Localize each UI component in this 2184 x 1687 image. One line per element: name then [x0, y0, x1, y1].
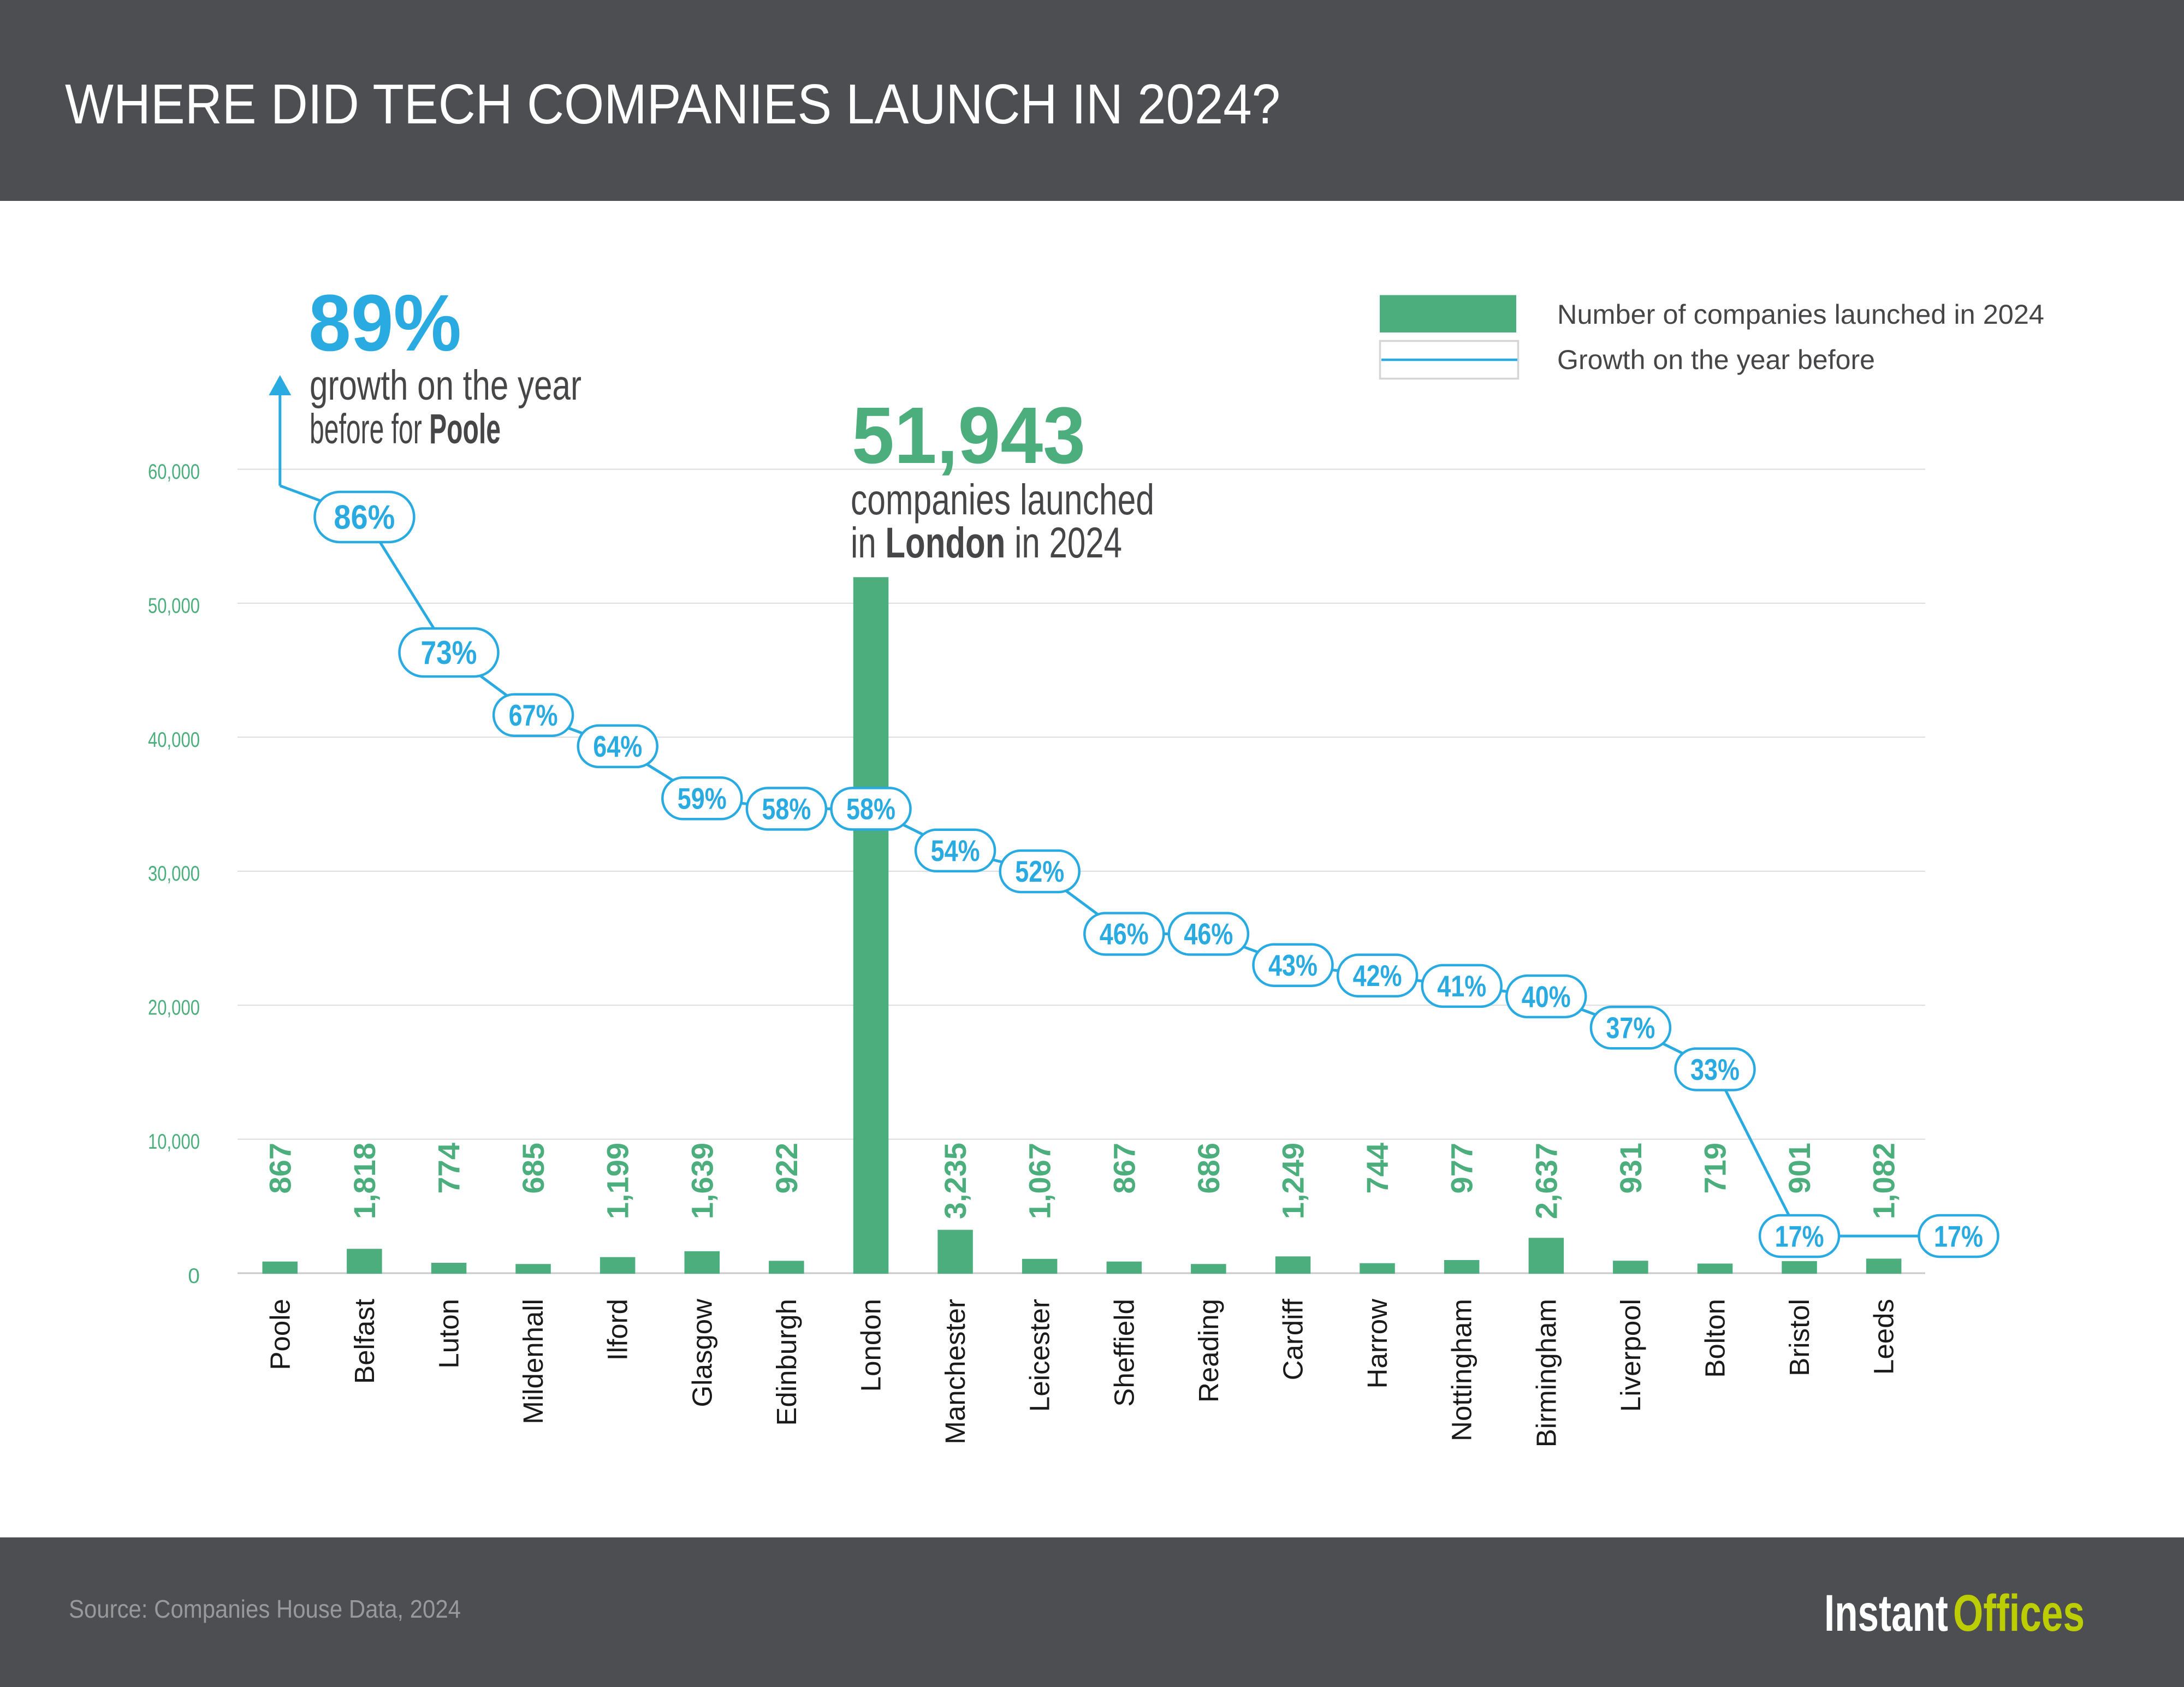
svg-text:41%: 41% [1437, 969, 1486, 1003]
svg-text:Mildenhall: Mildenhall [518, 1299, 549, 1424]
svg-text:Bolton: Bolton [1700, 1299, 1731, 1378]
svg-text:744: 744 [1360, 1143, 1394, 1193]
svg-text:40,000: 40,000 [148, 728, 200, 752]
svg-text:46%: 46% [1100, 917, 1149, 951]
svg-text:Harrow: Harrow [1362, 1299, 1393, 1389]
svg-text:20,000: 20,000 [148, 996, 200, 1020]
svg-text:1,067: 1,067 [1023, 1143, 1057, 1219]
svg-text:Source: Companies House Data,: Source: Companies House Data, 2024 [69, 1595, 461, 1623]
svg-text:Ilford: Ilford [602, 1299, 633, 1361]
svg-text:40%: 40% [1522, 979, 1571, 1013]
svg-text:Luton: Luton [434, 1299, 465, 1369]
svg-text:Cardiff: Cardiff [1278, 1298, 1309, 1380]
svg-text:1,639: 1,639 [685, 1143, 719, 1219]
svg-text:86%: 86% [334, 499, 395, 537]
svg-text:Bristol: Bristol [1784, 1299, 1815, 1376]
svg-text:1,199: 1,199 [601, 1143, 635, 1219]
svg-text:52%: 52% [1015, 854, 1064, 888]
svg-text:0: 0 [188, 1264, 200, 1288]
svg-text:WHERE DID TECH COMPANIES LAUNC: WHERE DID TECH COMPANIES LAUNCH IN 2024? [65, 73, 1280, 135]
svg-text:Sheffield: Sheffield [1108, 1299, 1140, 1407]
svg-text:867: 867 [1107, 1143, 1141, 1193]
svg-text:before for Poole: before for Poole [310, 406, 501, 453]
svg-text:Offices: Offices [1953, 1584, 2085, 1642]
svg-text:companies launched: companies launched [851, 475, 1154, 524]
svg-text:10,000: 10,000 [148, 1130, 200, 1154]
svg-text:Leeds: Leeds [1868, 1299, 1900, 1375]
svg-text:Instant: Instant [1824, 1584, 1948, 1642]
svg-text:922: 922 [769, 1143, 804, 1193]
svg-text:51,943: 51,943 [852, 391, 1085, 480]
svg-text:58%: 58% [762, 792, 811, 826]
svg-text:43%: 43% [1268, 948, 1317, 982]
svg-text:1,082: 1,082 [1867, 1143, 1901, 1219]
svg-text:686: 686 [1191, 1143, 1226, 1193]
svg-text:Leicester: Leicester [1024, 1299, 1055, 1412]
svg-text:Growth on the year before: Growth on the year before [1557, 344, 1875, 375]
svg-text:Reading: Reading [1193, 1299, 1224, 1403]
svg-text:67%: 67% [509, 698, 558, 732]
svg-text:Number of companies launched i: Number of companies launched in 2024 [1557, 299, 2044, 330]
svg-text:58%: 58% [846, 792, 895, 826]
svg-text:growth on the year: growth on the year [310, 362, 581, 409]
svg-text:3,235: 3,235 [938, 1143, 972, 1219]
svg-text:977: 977 [1445, 1143, 1479, 1193]
svg-text:59%: 59% [678, 782, 727, 816]
svg-text:73%: 73% [421, 634, 477, 671]
svg-text:Glasgow: Glasgow [686, 1299, 717, 1407]
svg-text:33%: 33% [1690, 1053, 1740, 1086]
svg-text:30,000: 30,000 [148, 862, 200, 886]
svg-text:Belfast: Belfast [349, 1299, 380, 1384]
svg-text:60,000: 60,000 [148, 460, 200, 484]
svg-text:51,943: 51,943 [854, 1143, 888, 1236]
svg-text:London: London [856, 1299, 887, 1392]
svg-text:Nottingham: Nottingham [1446, 1299, 1477, 1441]
svg-text:1,249: 1,249 [1276, 1143, 1310, 1219]
svg-text:931: 931 [1613, 1143, 1648, 1193]
svg-text:Birmingham: Birmingham [1530, 1299, 1562, 1447]
svg-text:Manchester: Manchester [940, 1299, 971, 1444]
svg-text:in London in 2024: in London in 2024 [851, 518, 1122, 567]
svg-text:Edinburgh: Edinburgh [771, 1299, 802, 1426]
svg-text:17%: 17% [1934, 1219, 1983, 1253]
svg-text:Liverpool: Liverpool [1615, 1299, 1646, 1412]
svg-text:17%: 17% [1775, 1219, 1824, 1253]
svg-text:46%: 46% [1184, 917, 1233, 951]
svg-text:64%: 64% [593, 729, 642, 763]
svg-text:685: 685 [516, 1143, 550, 1193]
svg-text:901: 901 [1782, 1143, 1817, 1193]
svg-text:867: 867 [263, 1143, 297, 1193]
svg-text:50,000: 50,000 [148, 594, 200, 617]
svg-text:37%: 37% [1606, 1011, 1655, 1045]
svg-text:1,818: 1,818 [347, 1143, 382, 1219]
svg-text:54%: 54% [931, 834, 980, 868]
svg-text:42%: 42% [1353, 959, 1402, 993]
svg-text:Poole: Poole [264, 1299, 295, 1370]
svg-text:774: 774 [432, 1143, 466, 1193]
svg-text:89%: 89% [308, 278, 461, 368]
svg-text:2,637: 2,637 [1529, 1143, 1563, 1219]
svg-text:719: 719 [1698, 1143, 1732, 1193]
